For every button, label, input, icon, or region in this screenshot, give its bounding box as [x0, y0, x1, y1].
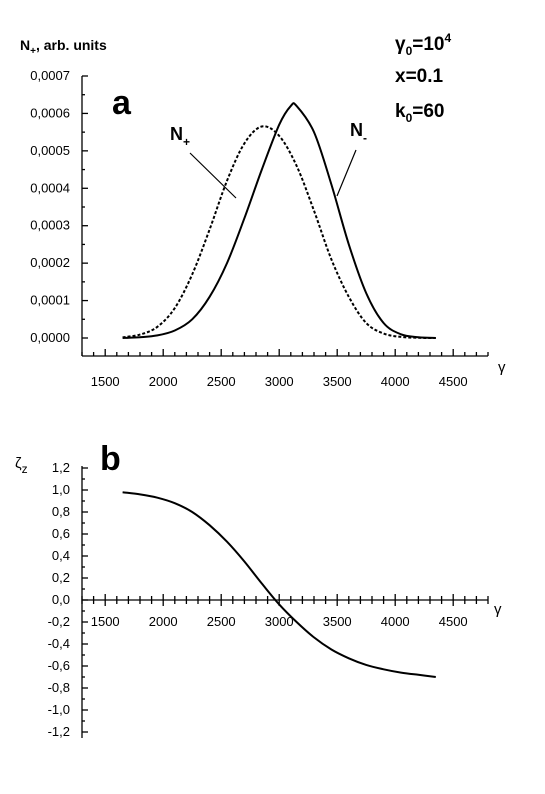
panel-b: b ζz 1500 2000 2500 3000 3500 4000 4500 γ 1,2 1,0… [15, 440, 502, 739]
panel-b-y-tick-label: 0,0 [52, 592, 70, 607]
panel-a-y-axis-title-main: N [20, 37, 30, 53]
param-k0-eq: =60 [412, 101, 444, 122]
panel-a-x-tick-label: 3000 [265, 374, 294, 389]
panel-a-series-1-line [122, 125, 436, 339]
panel-a-y-tick-label: 0,0006 [30, 105, 70, 120]
panel-a-x-tick-label: 4000 [381, 374, 410, 389]
param-gamma0-main: γ [395, 34, 406, 55]
panel-a-y-axis-title-sub: + [30, 46, 36, 57]
pointer-n-plus [189, 152, 237, 199]
param-gamma0: γ0=104 [395, 31, 452, 58]
panel-b-x-tick-label: 3000 [265, 614, 294, 629]
panel-b-y-tick-label: -0,8 [48, 680, 70, 695]
panel-a-y-tick-label: 0,0004 [30, 180, 70, 195]
param-k0: k0=60 [395, 101, 445, 125]
panel-a-y-tick-label: 0,0000 [30, 330, 70, 345]
panel-b-y-tick-label: 0,8 [52, 504, 70, 519]
param-x: x=0.1 [395, 66, 444, 87]
panel-b-y-tick-label: 1,0 [52, 482, 70, 497]
panel-a-y-tick-label: 0,0003 [30, 218, 70, 233]
panel-b-y-tick-label: 0,6 [52, 526, 70, 541]
panel-b-y-tick-label: -0,2 [48, 614, 70, 629]
panel-a-x-tick-label: 2500 [207, 374, 236, 389]
panel-b-y-tick-label: -1,2 [48, 724, 70, 739]
panel-a-y-tick-label: 0,0001 [30, 293, 70, 308]
series-label-n-minus-sub: - [363, 131, 367, 145]
panel-a-x-tick-label: 1500 [91, 374, 120, 389]
series-label-n-minus: N- [350, 120, 367, 145]
panel-b-x-tick-label: 4000 [381, 614, 410, 629]
param-k0-sub: 0 [406, 111, 413, 125]
panel-a-y-tick-label: 0,0002 [30, 255, 70, 270]
panel-b-x-axis-title: γ [494, 601, 502, 618]
panel-a-letter: a [112, 84, 132, 122]
panel-b-x-tick-label: 2000 [149, 614, 178, 629]
panel-b-y-tick-label: -1,0 [48, 702, 70, 717]
param-gamma0-sup: 4 [445, 31, 452, 45]
panel-b-letter: b [100, 440, 121, 478]
panel-b-x-tick-label: 3500 [323, 614, 352, 629]
series-label-n-plus-sub: + [183, 135, 190, 149]
panel-b-y-axis-title: ζz [15, 455, 28, 476]
series-label-n-plus-main: N [170, 124, 183, 144]
param-k0-main: k [395, 101, 406, 122]
panel-a-y-tick-label: 0,0005 [30, 143, 70, 158]
param-gamma0-sub: 0 [406, 44, 413, 58]
panel-b-y-tick-label: 0,2 [52, 570, 70, 585]
panel-a-y-axis-title-rest: , arb. units [36, 37, 107, 53]
series-label-n-plus: N+ [170, 124, 190, 149]
panel-a: a N+, arb. units γ0=104 x=0.1 k0=60 N+ N… [20, 31, 506, 389]
panel-a-series-2-line [122, 102, 436, 339]
panel-b-series-1-line [122, 491, 436, 678]
param-gamma0-eq: =10 [412, 34, 444, 55]
panel-a-y-axis-title: N+, arb. units [20, 37, 107, 57]
panel-b-y-axis-title-sub: z [22, 462, 28, 476]
panel-b-y-tick-label: -0,4 [48, 636, 70, 651]
panel-b-y-axis-title-main: ζ [15, 455, 22, 472]
panel-b-x-tick-label: 4500 [439, 614, 468, 629]
panel-a-y-tick-label: 0,0007 [30, 68, 70, 83]
panel-b-x-tick-label: 1500 [91, 614, 120, 629]
panel-a-x-tick-label: 2000 [149, 374, 178, 389]
panel-b-y-tick-label: -0,6 [48, 658, 70, 673]
panel-b-y-tick-label: 1,2 [52, 460, 70, 475]
series-label-n-minus-main: N [350, 120, 363, 140]
panel-a-x-tick-label: 3500 [323, 374, 352, 389]
panel-a-x-tick-label: 4500 [439, 374, 468, 389]
panel-b-x-tick-label: 2500 [207, 614, 236, 629]
panel-b-y-tick-label: 0,4 [52, 548, 70, 563]
pointer-n-minus [336, 149, 357, 197]
panel-a-x-axis-title: γ [498, 359, 506, 376]
